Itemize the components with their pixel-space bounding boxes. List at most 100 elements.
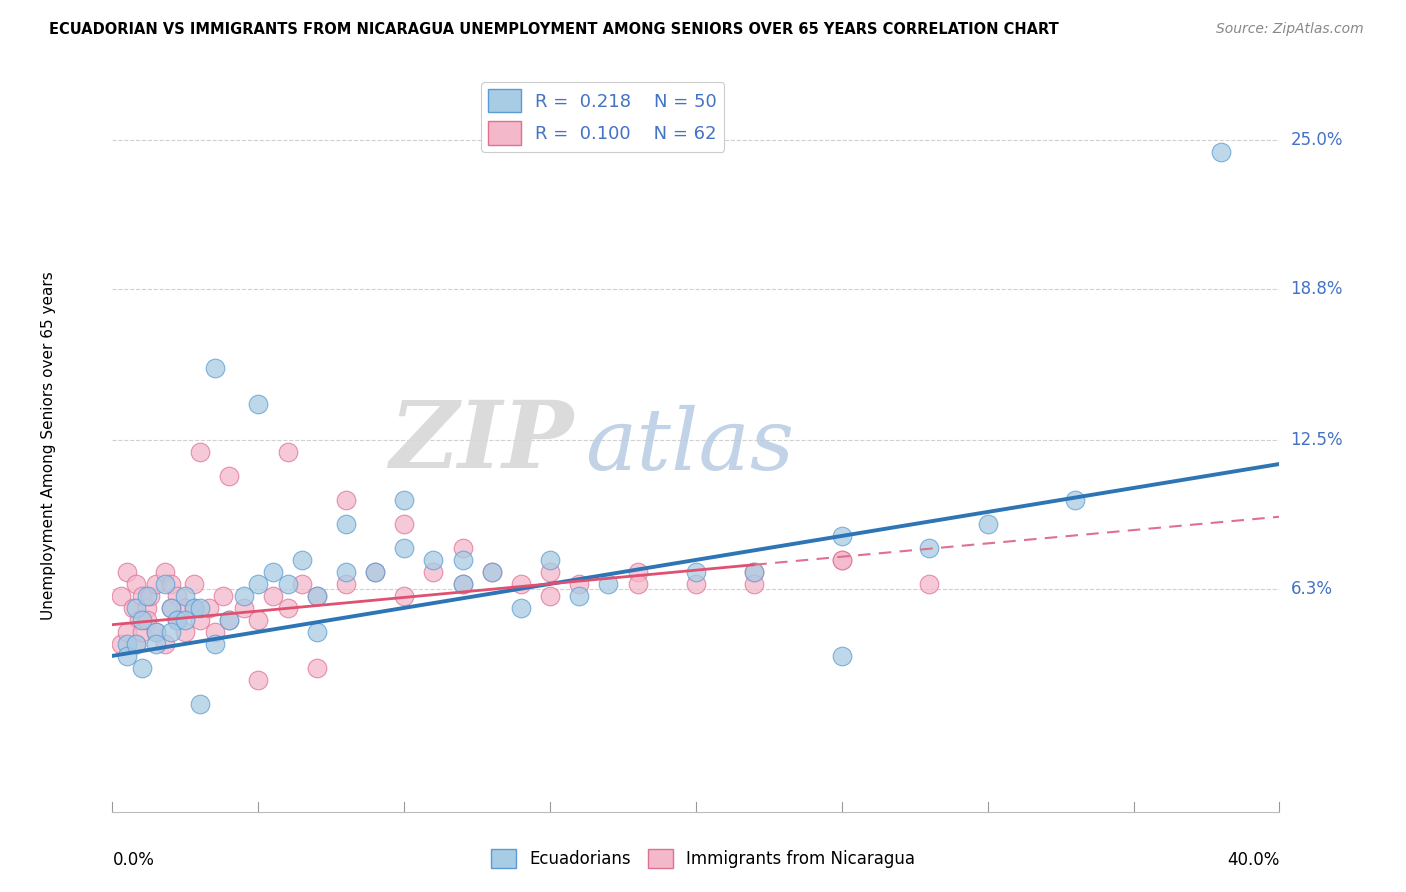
Text: atlas: atlas (585, 405, 794, 487)
Point (335, 516, 357, 531)
Point (139, 589, 162, 603)
Text: ECUADORIAN VS IMMIGRANTS FROM NICARAGUA UNEMPLOYMENT AMONG SENIORS OVER 65 YEARS: ECUADORIAN VS IMMIGRANTS FROM NICARAGUA … (49, 22, 1059, 37)
Point (509, 600, 531, 615)
Point (538, 565, 561, 579)
Point (831, 529, 853, 543)
Point (218, 469, 240, 483)
Point (125, 637, 148, 651)
Point (451, 553, 474, 567)
Point (538, 553, 561, 567)
Point (204, 637, 226, 651)
Point (451, 541, 474, 555)
Point (305, 661, 328, 675)
Point (166, 613, 188, 627)
Point (174, 589, 197, 603)
Point (451, 577, 474, 591)
Point (204, 361, 226, 376)
Point (262, 589, 284, 603)
Point (188, 445, 211, 459)
Point (394, 589, 416, 603)
Point (188, 613, 211, 627)
Point (115, 637, 138, 651)
Point (481, 565, 503, 579)
Point (125, 637, 148, 651)
Point (174, 624, 197, 639)
Point (422, 565, 444, 579)
Point (305, 589, 328, 603)
Point (335, 577, 357, 591)
Point (131, 613, 153, 627)
Point (247, 397, 270, 411)
Point (183, 600, 205, 615)
Point (598, 577, 620, 591)
Point (481, 565, 503, 579)
Point (183, 577, 205, 591)
Point (1064, 492, 1087, 507)
Point (115, 648, 138, 663)
Point (685, 577, 707, 591)
Point (831, 553, 853, 567)
Text: Source: ZipAtlas.com: Source: ZipAtlas.com (1216, 22, 1364, 37)
Point (115, 565, 138, 579)
Point (115, 624, 138, 639)
Point (145, 637, 167, 651)
Point (125, 600, 148, 615)
Point (538, 589, 561, 603)
Point (247, 673, 270, 687)
Point (125, 577, 148, 591)
Point (247, 577, 270, 591)
Point (183, 600, 205, 615)
Point (247, 613, 270, 627)
Point (218, 613, 240, 627)
Text: Unemployment Among Seniors over 65 years: Unemployment Among Seniors over 65 years (41, 272, 56, 620)
Point (394, 492, 416, 507)
Point (153, 565, 176, 579)
Point (831, 648, 853, 663)
Point (188, 697, 211, 711)
Point (160, 600, 183, 615)
Point (291, 577, 314, 591)
Point (110, 589, 132, 603)
Point (136, 589, 159, 603)
Point (131, 661, 153, 675)
Point (364, 565, 387, 579)
Text: 12.5%: 12.5% (1291, 431, 1343, 449)
Point (685, 565, 707, 579)
Point (131, 589, 153, 603)
Point (335, 565, 357, 579)
Point (918, 577, 941, 591)
Point (831, 553, 853, 567)
Legend: Ecuadorians, Immigrants from Nicaragua: Ecuadorians, Immigrants from Nicaragua (484, 842, 922, 875)
Point (364, 565, 387, 579)
Point (509, 577, 531, 591)
Text: ZIP: ZIP (389, 397, 574, 487)
Point (262, 565, 284, 579)
Text: 25.0%: 25.0% (1291, 131, 1343, 149)
Point (174, 600, 197, 615)
Point (742, 565, 765, 579)
Point (335, 492, 357, 507)
Point (276, 577, 298, 591)
Point (918, 541, 941, 555)
Text: 18.8%: 18.8% (1291, 280, 1343, 298)
Point (136, 613, 159, 627)
Point (153, 637, 176, 651)
Point (276, 445, 298, 459)
Point (166, 613, 188, 627)
Point (145, 577, 167, 591)
Point (627, 565, 650, 579)
Point (568, 589, 591, 603)
Point (451, 577, 474, 591)
Point (128, 613, 150, 627)
Point (276, 600, 298, 615)
Point (145, 624, 167, 639)
Point (160, 624, 183, 639)
Point (305, 589, 328, 603)
Point (122, 600, 145, 615)
Point (742, 577, 765, 591)
Point (742, 565, 765, 579)
Text: 0.0%: 0.0% (112, 851, 155, 869)
Point (212, 589, 235, 603)
Text: 40.0%: 40.0% (1227, 851, 1279, 869)
Point (166, 589, 188, 603)
